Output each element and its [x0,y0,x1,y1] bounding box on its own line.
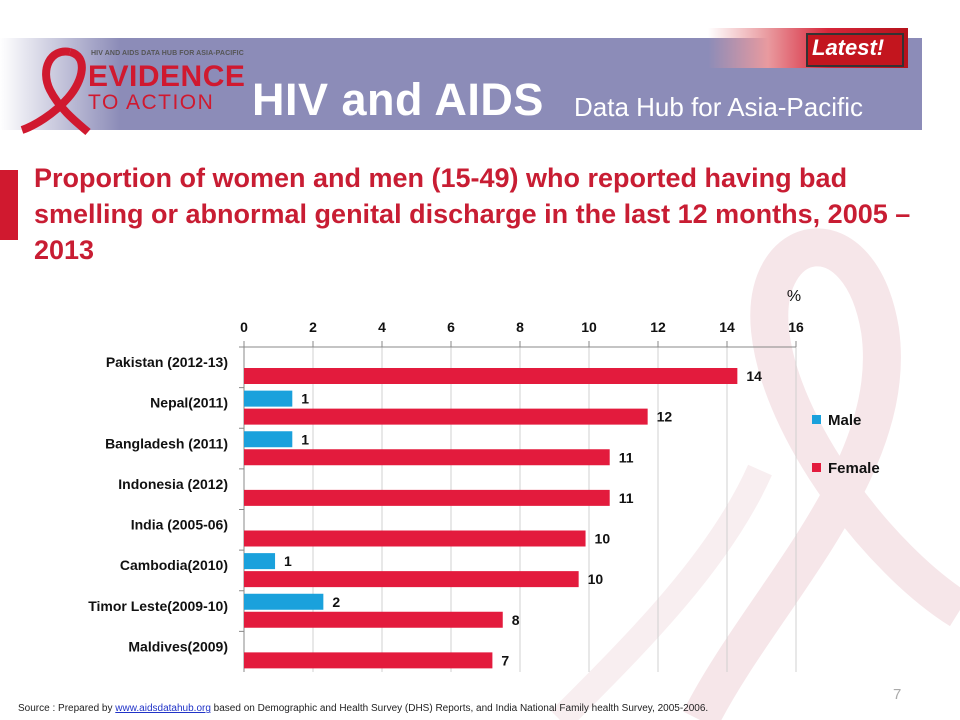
slide-title: Proportion of women and men (15-49) who … [34,163,911,265]
female-data-label: 10 [595,531,611,547]
x-tick-label: 0 [240,319,248,335]
female-data-label: 14 [746,368,762,384]
y-category-label: India (2005-06) [131,517,228,533]
female-bar [244,449,610,466]
x-tick-label: 16 [788,319,804,335]
y-category-label: Nepal(2011) [150,395,228,411]
y-category-label: Pakistan (2012-13) [106,354,228,370]
male-data-label: 2 [332,594,340,610]
female-bar [244,530,586,547]
x-tick-label: 6 [447,319,455,335]
logo-tagline: HIV AND AIDS DATA HUB FOR ASIA-PACIFIC [91,50,244,57]
female-bar [244,652,493,669]
x-tick-label: 8 [516,319,524,335]
x-tick-label: 14 [719,319,735,335]
female-bar [244,368,738,384]
x-tick-label: 2 [309,319,317,335]
logo-evidence-text: EVIDENCE [88,60,246,93]
female-data-label: 11 [619,490,634,506]
y-category-label: Bangladesh (2011) [105,435,228,451]
female-data-label: 7 [501,652,509,668]
source-suffix: based on Demographic and Health Survey (… [210,703,709,714]
header-subtitle: Data Hub for Asia-Pacific [574,92,864,122]
x-tick-label: 4 [378,319,386,335]
red-ribbon-logo-icon [20,47,91,135]
male-data-label: 1 [284,553,292,569]
female-bar [244,611,503,628]
female-data-label: 10 [588,571,604,587]
x-tick-label: 10 [581,319,597,335]
title-accent-bar [0,170,18,240]
y-category-label: Maldives(2009) [128,638,228,654]
legend-male-label: Male [828,412,861,429]
male-bar [244,431,293,448]
legend-female-swatch [812,463,821,472]
female-bar [244,489,610,506]
female-bar [244,571,579,588]
unit-label: % [787,288,801,305]
female-data-label: 11 [619,449,634,465]
male-data-label: 1 [301,391,309,407]
female-data-label: 8 [512,612,520,628]
male-bar [244,553,276,570]
header-title: HIV and AIDS [252,74,544,125]
y-category-label: Indonesia (2012) [118,476,228,492]
source-link[interactable]: www.aidsdatahub.org [115,703,211,714]
y-category-label: Timor Leste(2009-10) [88,598,228,614]
female-data-label: 12 [657,409,673,425]
source-note: Source : Prepared by www.aidsdatahub.org… [18,703,708,714]
latest-badge [806,33,904,67]
y-category-label: Cambodia(2010) [120,557,228,573]
female-bar [244,408,648,425]
latest-badge-label: Latest! [812,35,885,60]
legend-male-swatch [812,415,821,424]
page-number: 7 [893,686,902,703]
logo-action-text: TO ACTION [88,91,215,114]
x-tick-label: 12 [650,319,666,335]
legend-female-label: Female [828,460,880,477]
source-prefix: Source : Prepared by [18,703,116,714]
male-data-label: 1 [301,431,309,447]
male-bar [244,593,324,610]
male-bar [244,390,293,407]
